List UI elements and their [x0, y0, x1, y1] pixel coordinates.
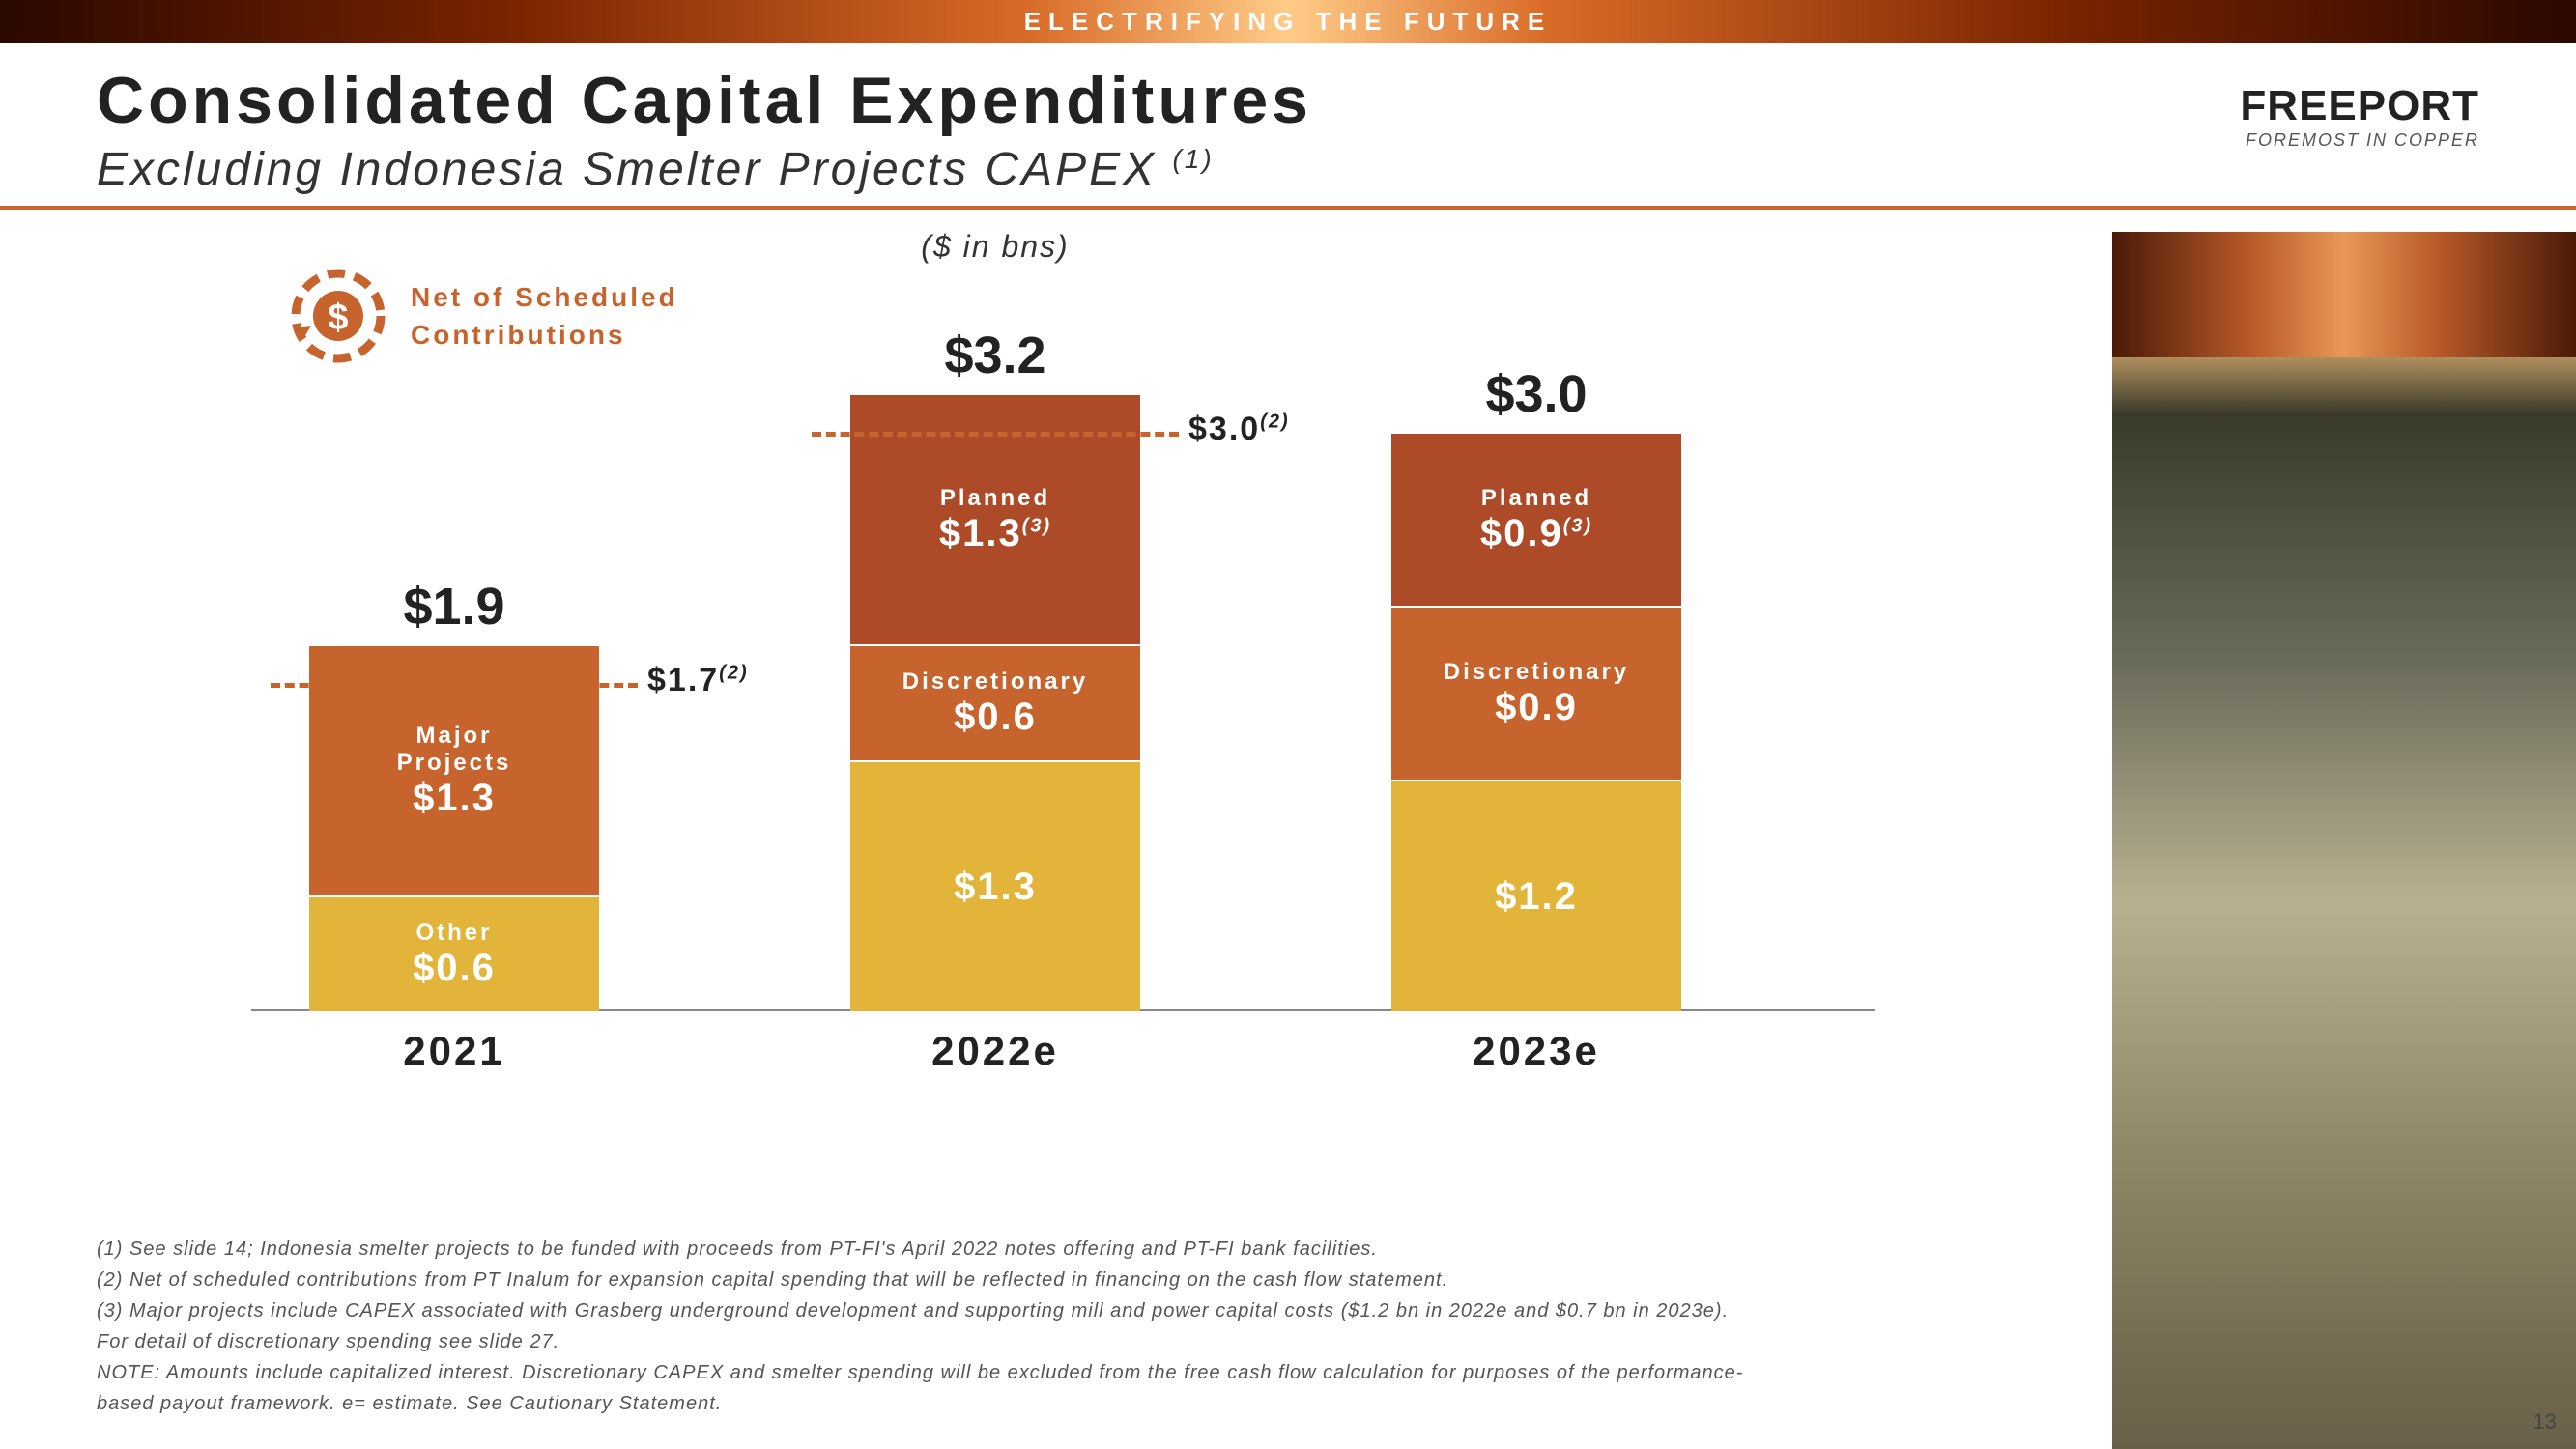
bar-2022e: $3.2Planned$1.3(3)Discretionary$0.6$1.32…: [850, 393, 1140, 1011]
segment: Planned$1.3(3): [850, 393, 1140, 644]
segment: $1.2: [1391, 780, 1681, 1011]
bar-2023e: $3.0Planned$0.9(3)Discretionary$0.9$1.22…: [1391, 432, 1681, 1011]
segment-value: $0.6: [413, 947, 496, 990]
title-block: Consolidated Capital Expenditures Exclud…: [97, 63, 2240, 196]
footnote-line: (2) Net of scheduled contributions from …: [97, 1265, 1932, 1294]
logo-name: FREEPORT: [2240, 82, 2479, 130]
segment-value: $0.9: [1495, 686, 1578, 729]
segment-label: Discretionary: [1444, 659, 1629, 686]
capex-chart: $1.9MajorProjects$1.3Other$0.62021$1.7(2…: [251, 335, 1797, 1069]
segment-value: $0.9(3): [1480, 512, 1592, 555]
segment: MajorProjects$1.3: [309, 644, 599, 895]
segment-label: Discretionary: [902, 668, 1088, 696]
logo: FREEPORT FOREMOST IN COPPER: [2240, 63, 2479, 151]
logo-tag: FOREMOST IN COPPER: [2240, 130, 2479, 151]
footnote-line: NOTE: Amounts include capitalized intere…: [97, 1358, 1932, 1387]
segment-label: Other: [415, 920, 492, 947]
top-banner: ELECTRIFYING THE FUTURE: [0, 0, 2576, 43]
footnote-line: based payout framework. e= estimate. See…: [97, 1389, 1932, 1418]
footnote-line: (1) See slide 14; Indonesia smelter proj…: [97, 1235, 1932, 1264]
dash-label: $3.0(2): [1188, 411, 1290, 448]
year-label: 2022e: [850, 1028, 1140, 1074]
dash-label: $1.7(2): [647, 662, 749, 699]
page-number: 13: [2533, 1409, 2557, 1435]
dash-line: [812, 432, 1179, 437]
segment-value: $0.6: [954, 696, 1037, 739]
bar-total: $1.9: [309, 577, 599, 637]
units-label: ($ in bns): [618, 229, 1372, 265]
side-image: [2112, 232, 2576, 1449]
segment-label: Planned: [940, 485, 1050, 512]
subtitle-sup: (1): [1172, 144, 1214, 174]
bar-total: $3.2: [850, 326, 1140, 385]
svg-text:$: $: [328, 298, 348, 338]
segment-value: $1.3: [413, 777, 496, 820]
segment: $1.3: [850, 760, 1140, 1011]
footnotes: (1) See slide 14; Indonesia smelter proj…: [97, 1235, 1932, 1420]
footnote-line: (3) Major projects include CAPEX associa…: [97, 1296, 1932, 1325]
subtitle: Excluding Indonesia Smelter Projects CAP…: [97, 143, 2240, 196]
dash-line: [271, 683, 638, 688]
segment-value: $1.3: [954, 866, 1037, 909]
segment-label: MajorProjects: [397, 723, 512, 777]
bar-total: $3.0: [1391, 364, 1681, 424]
segment-value: $1.3(3): [939, 512, 1051, 555]
main-title: Consolidated Capital Expenditures: [97, 63, 2240, 138]
segment: Planned$0.9(3): [1391, 432, 1681, 606]
bar-2021: $1.9MajorProjects$1.3Other$0.62021: [309, 644, 599, 1011]
header: Consolidated Capital Expenditures Exclud…: [0, 43, 2576, 206]
segment: Discretionary$0.9: [1391, 606, 1681, 780]
segment: Discretionary$0.6: [850, 644, 1140, 760]
year-label: 2021: [309, 1028, 599, 1074]
subtitle-text: Excluding Indonesia Smelter Projects CAP…: [97, 144, 1157, 195]
icon-label-1: Net of Scheduled: [411, 278, 678, 316]
year-label: 2023e: [1391, 1028, 1681, 1074]
footnote-line: For detail of discretionary spending see…: [97, 1327, 1932, 1356]
segment-label: Planned: [1481, 485, 1591, 512]
segment: Other$0.6: [309, 895, 599, 1011]
segment-value: $1.2: [1495, 875, 1578, 919]
side-image-top: [2112, 232, 2576, 357]
